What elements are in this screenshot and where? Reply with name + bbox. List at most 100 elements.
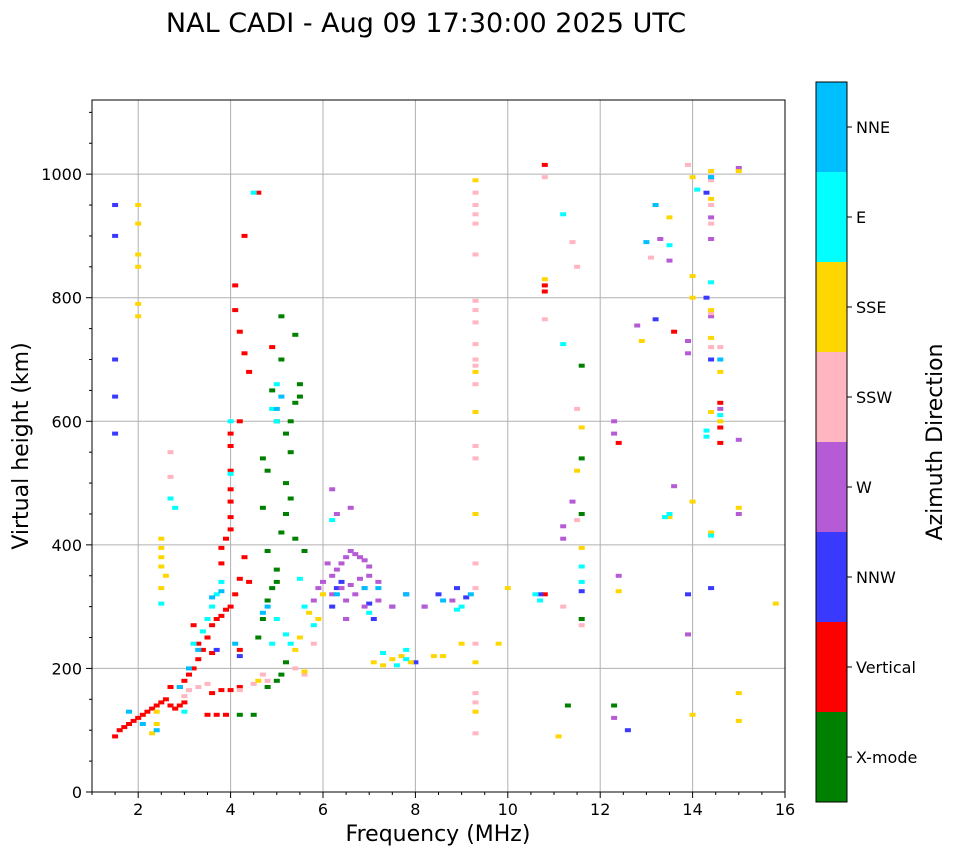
echo-mark-vertical bbox=[144, 709, 151, 714]
echo-mark-ssw bbox=[472, 190, 479, 195]
echo-mark-vertical bbox=[541, 162, 548, 167]
echo-mark-e bbox=[708, 280, 715, 285]
echo-mark-w bbox=[329, 573, 336, 578]
echo-mark-sse bbox=[708, 335, 715, 340]
echo-mark-e bbox=[296, 576, 303, 581]
echo-mark-nnw bbox=[454, 586, 460, 591]
echo-mark-w bbox=[389, 604, 396, 609]
echo-mark-e bbox=[703, 434, 710, 439]
echo-mark-sse bbox=[708, 196, 715, 201]
echo-mark-x-mode bbox=[287, 450, 294, 455]
echo-mark-sse bbox=[430, 654, 437, 659]
echo-mark-w bbox=[329, 487, 336, 492]
echo-mark-vertical bbox=[541, 592, 548, 597]
echo-mark-ssw bbox=[574, 518, 581, 523]
y-tick-label: 1000 bbox=[41, 165, 82, 184]
echo-mark-nnw bbox=[624, 728, 631, 733]
echo-mark-sse bbox=[135, 221, 142, 226]
echo-mark-w bbox=[611, 715, 618, 720]
echo-mark-nne bbox=[232, 641, 239, 646]
echo-mark-nnw bbox=[578, 589, 585, 594]
echo-mark-sse bbox=[158, 586, 165, 591]
echo-mark-ssw bbox=[708, 203, 715, 207]
y-ticks: 0 200 400 600 800 1000 bbox=[41, 111, 92, 802]
echo-mark-w bbox=[315, 586, 322, 591]
echo-mark-sse bbox=[541, 277, 548, 282]
echo-mark-ssw bbox=[236, 688, 243, 693]
echo-mark-nnw bbox=[366, 601, 373, 606]
echo-mark-vertical bbox=[717, 400, 724, 405]
echo-mark-x-mode bbox=[259, 617, 266, 621]
echo-mark-vertical bbox=[172, 706, 179, 711]
echo-mark-w bbox=[347, 549, 354, 553]
echo-mark-vertical bbox=[236, 647, 243, 652]
echo-mark-nne bbox=[333, 592, 340, 597]
echo-mark-vertical bbox=[246, 579, 253, 584]
x-tick-label: 14 bbox=[682, 800, 702, 819]
y-tick-label: 600 bbox=[51, 412, 82, 431]
echo-mark-ssw bbox=[472, 382, 479, 387]
x-axis-label: Frequency (MHz) bbox=[346, 822, 531, 847]
echo-mark-sse bbox=[472, 410, 479, 414]
y-tick-label: 0 bbox=[72, 783, 82, 802]
echo-mark-ssw bbox=[472, 641, 479, 646]
colorbar-segment bbox=[816, 262, 847, 352]
y-tick-label: 800 bbox=[51, 289, 82, 308]
echo-mark-ssw bbox=[472, 298, 479, 303]
echo-mark-ssw bbox=[167, 474, 174, 479]
colorbar-frame bbox=[815, 81, 848, 803]
echo-mark-e bbox=[273, 617, 280, 621]
echo-mark-vertical bbox=[121, 725, 128, 730]
echo-mark-sse bbox=[315, 617, 322, 621]
echo-mark-vertical bbox=[223, 712, 229, 717]
echo-mark-nnw bbox=[652, 317, 659, 322]
echo-mark-sse bbox=[708, 530, 715, 535]
echo-mark-nnw bbox=[412, 660, 419, 665]
echo-mark-x-mode bbox=[283, 660, 289, 665]
echo-mark-sse bbox=[472, 660, 479, 665]
echo-mark-nne bbox=[126, 709, 132, 714]
echo-mark-vertical bbox=[269, 345, 276, 350]
echo-mark-w bbox=[615, 573, 622, 578]
echo-mark-nnw bbox=[370, 617, 377, 621]
y-tick-label: 400 bbox=[51, 536, 82, 555]
echo-mark-sse bbox=[472, 369, 479, 374]
echo-mark-e bbox=[283, 632, 289, 637]
echo-mark-sse bbox=[615, 589, 622, 594]
echo-mark-ssw bbox=[472, 691, 479, 696]
echo-mark-w bbox=[343, 598, 350, 603]
echo-mark-vertical bbox=[246, 369, 253, 374]
echo-mark-x-mode bbox=[578, 363, 585, 368]
echo-mark-sse bbox=[135, 301, 142, 306]
echo-mark-nnw bbox=[333, 586, 340, 591]
echo-mark-sse bbox=[292, 647, 299, 652]
echo-mark-vertical bbox=[223, 536, 229, 541]
echo-mark-e bbox=[190, 641, 197, 646]
echo-mark-nne bbox=[278, 394, 285, 399]
echo-mark-vertical bbox=[181, 700, 188, 705]
echo-mark-e bbox=[393, 663, 400, 668]
echo-mark-w bbox=[333, 512, 340, 516]
echo-mark-w bbox=[666, 258, 673, 263]
colorbar-label: Azimuth Direction bbox=[923, 343, 948, 540]
echo-mark-e bbox=[167, 496, 174, 501]
echo-mark-e bbox=[273, 382, 280, 387]
echo-mark-vertical bbox=[218, 688, 225, 693]
colorbar-segment bbox=[816, 442, 847, 532]
echo-mark-nnw bbox=[112, 394, 119, 399]
echo-mark-nne bbox=[264, 604, 271, 609]
echo-mark-ssw bbox=[264, 678, 271, 683]
echo-mark-vertical bbox=[227, 604, 234, 609]
echo-mark-sse bbox=[153, 709, 160, 714]
echo-mark-sse bbox=[472, 178, 479, 183]
echo-mark-w bbox=[560, 524, 567, 529]
echo-mark-ssw bbox=[181, 694, 188, 699]
echo-mark-sse bbox=[574, 468, 581, 473]
echo-mark-ssw bbox=[186, 688, 192, 693]
echo-mark-ssw bbox=[541, 175, 548, 180]
echo-mark-e bbox=[204, 617, 211, 621]
echo-mark-w bbox=[333, 567, 340, 572]
colorbar-segment bbox=[816, 622, 847, 712]
echo-mark-e bbox=[578, 579, 585, 584]
echo-mark-w bbox=[671, 484, 678, 489]
